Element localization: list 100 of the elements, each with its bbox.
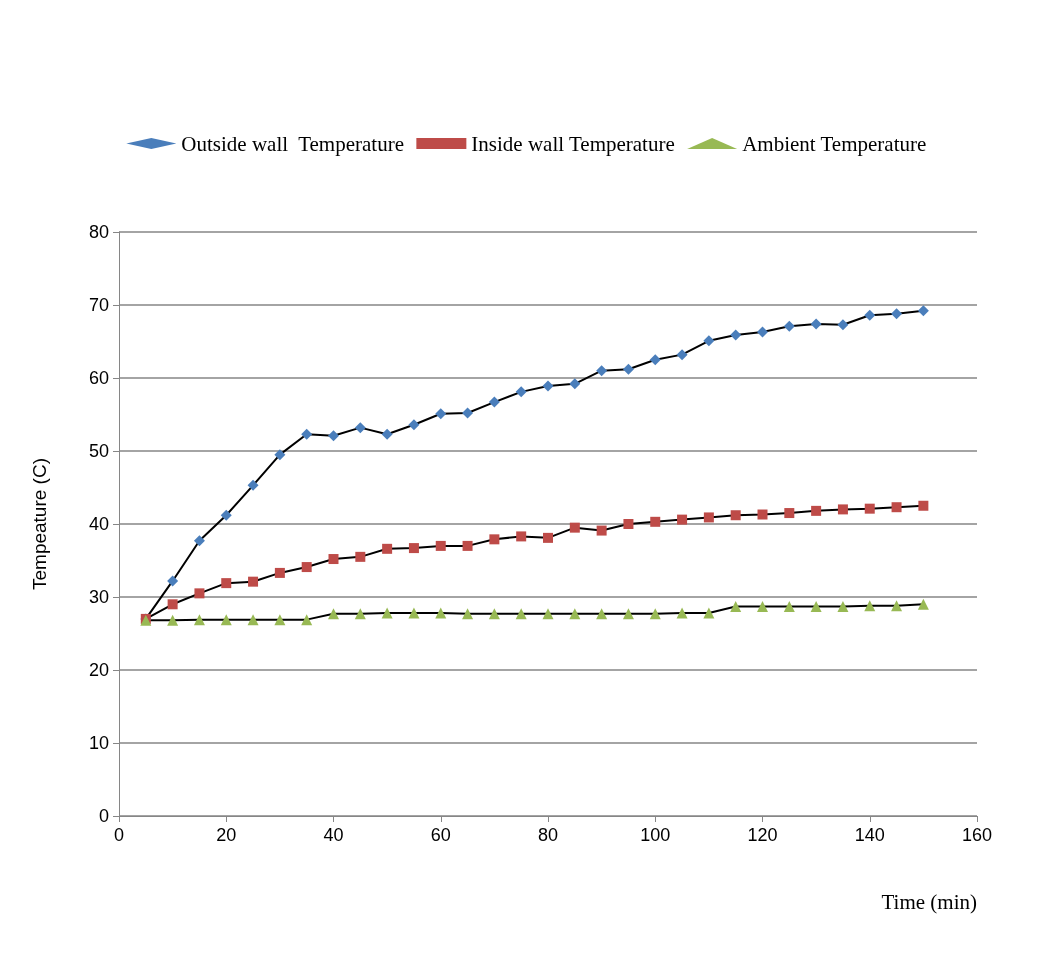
point	[650, 516, 661, 527]
y-tick-label: 20	[88, 660, 109, 680]
point	[783, 600, 795, 612]
point	[891, 502, 902, 513]
point	[488, 608, 500, 620]
point	[382, 543, 393, 554]
y-tick-label: 50	[88, 441, 109, 461]
point	[516, 531, 527, 542]
point	[730, 600, 742, 612]
point	[301, 614, 313, 626]
point	[837, 600, 849, 612]
point	[489, 534, 500, 545]
point	[408, 607, 420, 619]
point	[381, 428, 393, 440]
point	[274, 567, 285, 578]
point	[462, 608, 474, 620]
point	[676, 349, 688, 361]
legend-label: Inside wall Temperature	[471, 131, 675, 156]
point	[864, 503, 875, 514]
point	[301, 428, 313, 440]
point	[488, 396, 500, 408]
point	[462, 540, 473, 551]
point	[783, 320, 795, 332]
x-tick-label: 120	[747, 825, 778, 845]
point	[837, 504, 848, 515]
point	[194, 588, 205, 599]
point	[569, 378, 581, 390]
point	[515, 608, 527, 620]
x-tick-label: 140	[854, 825, 885, 845]
legend-label: Ambient Temperature	[742, 131, 927, 156]
point	[891, 308, 903, 320]
point	[462, 407, 474, 419]
point	[515, 386, 527, 398]
y-axis-title: Tempeature (C)	[29, 458, 50, 590]
point	[274, 449, 286, 461]
point	[891, 600, 903, 612]
point	[435, 540, 446, 551]
point	[703, 335, 715, 347]
x-tick-label: 0	[113, 825, 125, 845]
point	[408, 543, 419, 554]
point	[811, 505, 822, 516]
point	[784, 508, 795, 519]
point	[193, 614, 205, 626]
point	[301, 562, 312, 573]
point	[596, 525, 607, 536]
point	[328, 430, 339, 442]
x-tick-label: 20	[216, 825, 237, 845]
point	[435, 607, 447, 619]
point	[810, 318, 822, 330]
point	[167, 575, 179, 587]
point	[542, 380, 554, 392]
point	[623, 519, 634, 529]
point	[730, 510, 741, 521]
point	[193, 535, 205, 547]
y-tick-label: 10	[88, 733, 109, 753]
point	[917, 598, 929, 610]
point	[221, 578, 232, 589]
x-tick-label: 40	[323, 825, 344, 845]
point	[354, 422, 366, 434]
point	[542, 608, 554, 620]
point	[864, 309, 876, 321]
y-tick-label: 0	[98, 806, 109, 826]
point	[757, 509, 768, 520]
point	[355, 551, 366, 562]
point	[247, 614, 259, 626]
point	[543, 532, 553, 543]
point	[596, 365, 608, 377]
point	[622, 363, 634, 375]
y-tick-label: 80	[88, 222, 109, 242]
y-tick-label: 70	[88, 295, 109, 315]
point	[864, 600, 876, 612]
point	[167, 614, 179, 626]
point	[354, 608, 366, 620]
point	[703, 512, 714, 523]
y-tick-label: 60	[88, 368, 109, 388]
point	[837, 319, 849, 331]
point	[220, 614, 232, 626]
point	[918, 500, 929, 511]
x-axis-title: Time (min)	[881, 889, 978, 914]
point	[247, 479, 259, 491]
point	[328, 554, 339, 565]
point	[381, 607, 393, 619]
point	[328, 608, 339, 620]
point	[757, 326, 768, 338]
x-tick-label: 100	[640, 825, 671, 845]
point	[408, 419, 420, 431]
point	[810, 600, 822, 612]
point	[703, 607, 715, 619]
point	[569, 522, 580, 533]
point	[649, 608, 661, 620]
x-tick-label: 60	[430, 825, 451, 845]
point	[730, 329, 742, 341]
point	[248, 576, 259, 587]
y-tick-label: 40	[88, 514, 109, 534]
legend-label: Outside wall Temperature	[181, 131, 404, 156]
point	[676, 607, 688, 619]
point	[622, 608, 634, 620]
point	[649, 354, 661, 366]
point	[220, 509, 232, 521]
point	[167, 599, 178, 610]
